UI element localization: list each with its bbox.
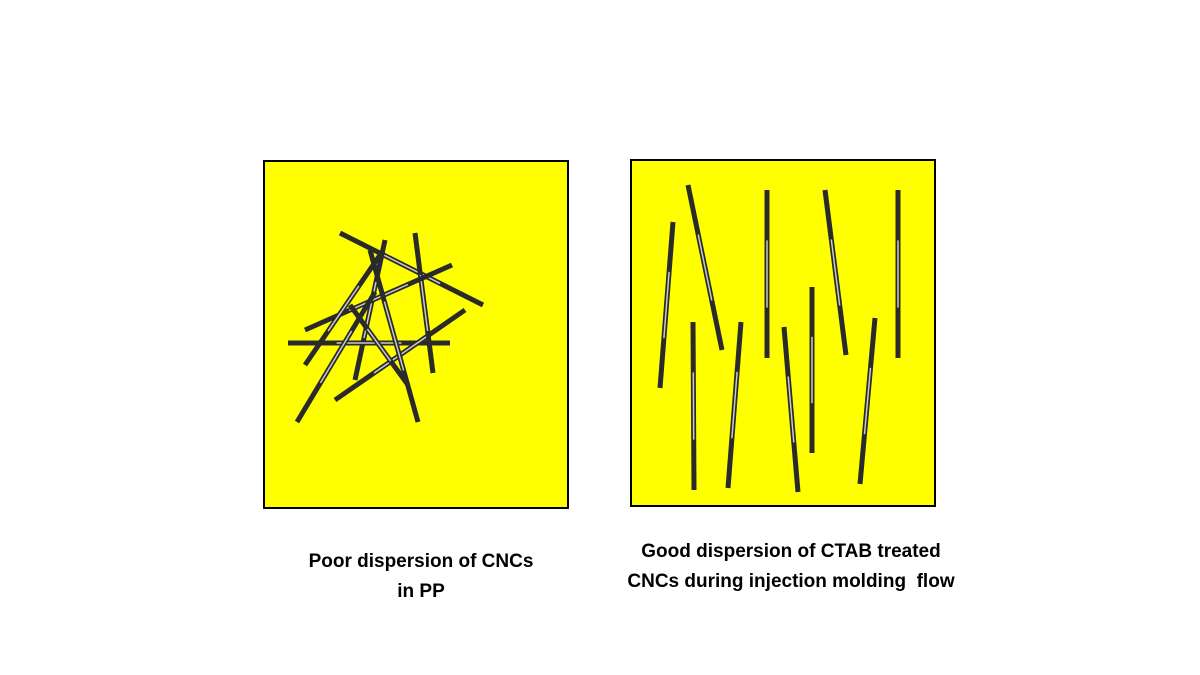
rods-random: [288, 230, 485, 424]
rods-aligned: [657, 184, 901, 493]
rod-highlight: [319, 330, 353, 384]
caption-line: in PP: [397, 581, 445, 602]
rod-highlight: [348, 283, 409, 312]
rod-highlight: [731, 371, 738, 439]
rod-highlight: [663, 271, 670, 339]
rod-highlight: [697, 234, 713, 301]
caption-line: Poor dispersion of CNCs: [309, 551, 534, 572]
right-panel: [630, 159, 936, 507]
left-panel: [263, 160, 569, 509]
rod-highlight: [787, 376, 795, 443]
rod-highlight: [830, 239, 841, 306]
matrix-box: [263, 160, 569, 509]
rod-highlight: [382, 253, 441, 285]
caption-line: Good dispersion of CTAB treated: [641, 541, 940, 562]
rod-highlight: [327, 285, 360, 332]
rod-highlight: [383, 301, 405, 371]
rod-highlight: [419, 274, 429, 332]
rod-highlight: [863, 367, 872, 435]
caption-line: CNCs during injection molding flow: [627, 571, 954, 592]
rod-highlight: [366, 328, 392, 362]
